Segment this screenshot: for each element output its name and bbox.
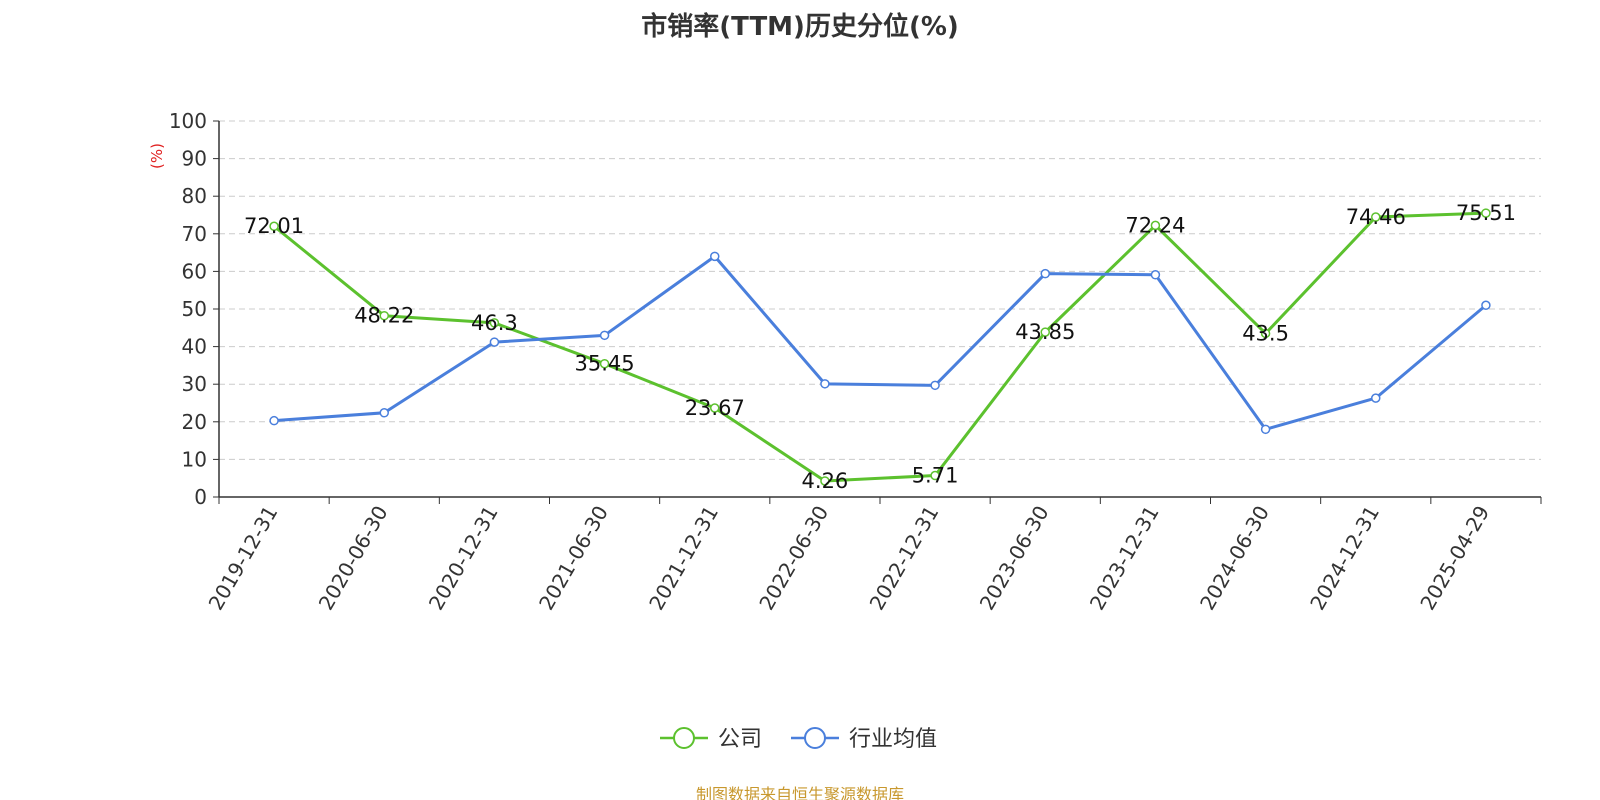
data-point[interactable] <box>599 330 610 341</box>
x-tick-label: 2020-12-31 <box>424 501 503 614</box>
y-axis-label: (%) <box>148 143 166 169</box>
data-source-note: 制图数据来自恒生聚源数据库 <box>695 785 904 800</box>
y-tick-label: 50 <box>182 297 207 321</box>
series-line-industry-average <box>273 254 1487 431</box>
x-tick-label: 2020-06-30 <box>314 502 393 615</box>
data-point[interactable] <box>1481 208 1491 218</box>
data-point[interactable] <box>820 476 830 486</box>
x-tick-label: 2021-06-30 <box>534 502 613 615</box>
x-tick-label: 2023-12-31 <box>1085 502 1164 615</box>
data-point[interactable] <box>269 221 279 231</box>
legend-item-industry-average[interactable]: 行业均值 <box>849 727 937 752</box>
x-tick-label: 2025-04-29 <box>1415 502 1494 615</box>
data-point[interactable] <box>1481 300 1491 310</box>
data-label: 72.24 <box>1125 213 1185 237</box>
x-tick-label: 2023-06-30 <box>975 502 1054 615</box>
data-label: 72.01 <box>244 214 304 238</box>
y-tick-label: 90 <box>182 147 207 171</box>
data-point[interactable] <box>1040 327 1050 337</box>
data-point[interactable] <box>1040 268 1050 279</box>
chart-title: 市销率(TTM)历史分位(%) <box>641 12 959 42</box>
data-label: 35.45 <box>575 352 635 376</box>
data-label: 74.46 <box>1346 205 1406 229</box>
data-point[interactable] <box>1260 328 1271 339</box>
data-point[interactable] <box>489 337 500 347</box>
x-tick-label: 2019-12-31 <box>204 502 283 615</box>
data-label: 43.5 <box>1242 321 1289 345</box>
data-point[interactable] <box>710 251 720 262</box>
data-point[interactable] <box>489 318 500 328</box>
data-point[interactable] <box>379 310 389 321</box>
series-line-company <box>273 211 1486 483</box>
x-tick-label: 2021-12-31 <box>644 502 723 615</box>
legend-item-company[interactable]: 公司 <box>718 727 762 752</box>
y-tick-label: 60 <box>182 259 207 283</box>
data-point[interactable] <box>269 415 279 426</box>
data-label: 46.3 <box>471 311 518 335</box>
data-label: 48.22 <box>354 304 414 328</box>
data-point[interactable] <box>1371 212 1381 222</box>
data-label: 75.51 <box>1456 201 1516 225</box>
data-point[interactable] <box>710 403 720 413</box>
data-point[interactable] <box>1260 424 1271 435</box>
legend-marker[interactable] <box>673 727 695 749</box>
x-tick-label: 2022-06-30 <box>754 502 833 615</box>
data-label: 5.71 <box>912 464 959 488</box>
data-label: 43.85 <box>1015 320 1075 344</box>
y-tick-label: 80 <box>182 184 207 208</box>
data-point[interactable] <box>930 380 940 391</box>
y-tick-label: 30 <box>182 372 207 396</box>
data-label: 4.26 <box>802 469 849 493</box>
y-tick-label: 40 <box>182 335 207 359</box>
data-point[interactable] <box>1371 393 1381 403</box>
data-point[interactable] <box>820 379 830 389</box>
legend-marker[interactable] <box>804 727 826 749</box>
data-label: 23.67 <box>685 396 745 420</box>
data-point[interactable] <box>599 358 610 369</box>
data-point[interactable] <box>1150 220 1161 231</box>
data-point[interactable] <box>379 408 389 418</box>
y-tick-label: 70 <box>182 222 207 246</box>
y-tick-label: 20 <box>182 410 207 434</box>
x-tick-label: 2024-12-31 <box>1305 502 1384 615</box>
y-tick-label: 100 <box>169 109 207 133</box>
x-tick-label: 2022-12-31 <box>865 501 944 614</box>
data-point[interactable] <box>930 470 940 481</box>
x-tick-label: 2024-06-30 <box>1195 502 1274 615</box>
y-tick-label: 0 <box>194 485 207 509</box>
y-tick-label: 10 <box>182 447 207 471</box>
data-point[interactable] <box>1150 270 1161 280</box>
